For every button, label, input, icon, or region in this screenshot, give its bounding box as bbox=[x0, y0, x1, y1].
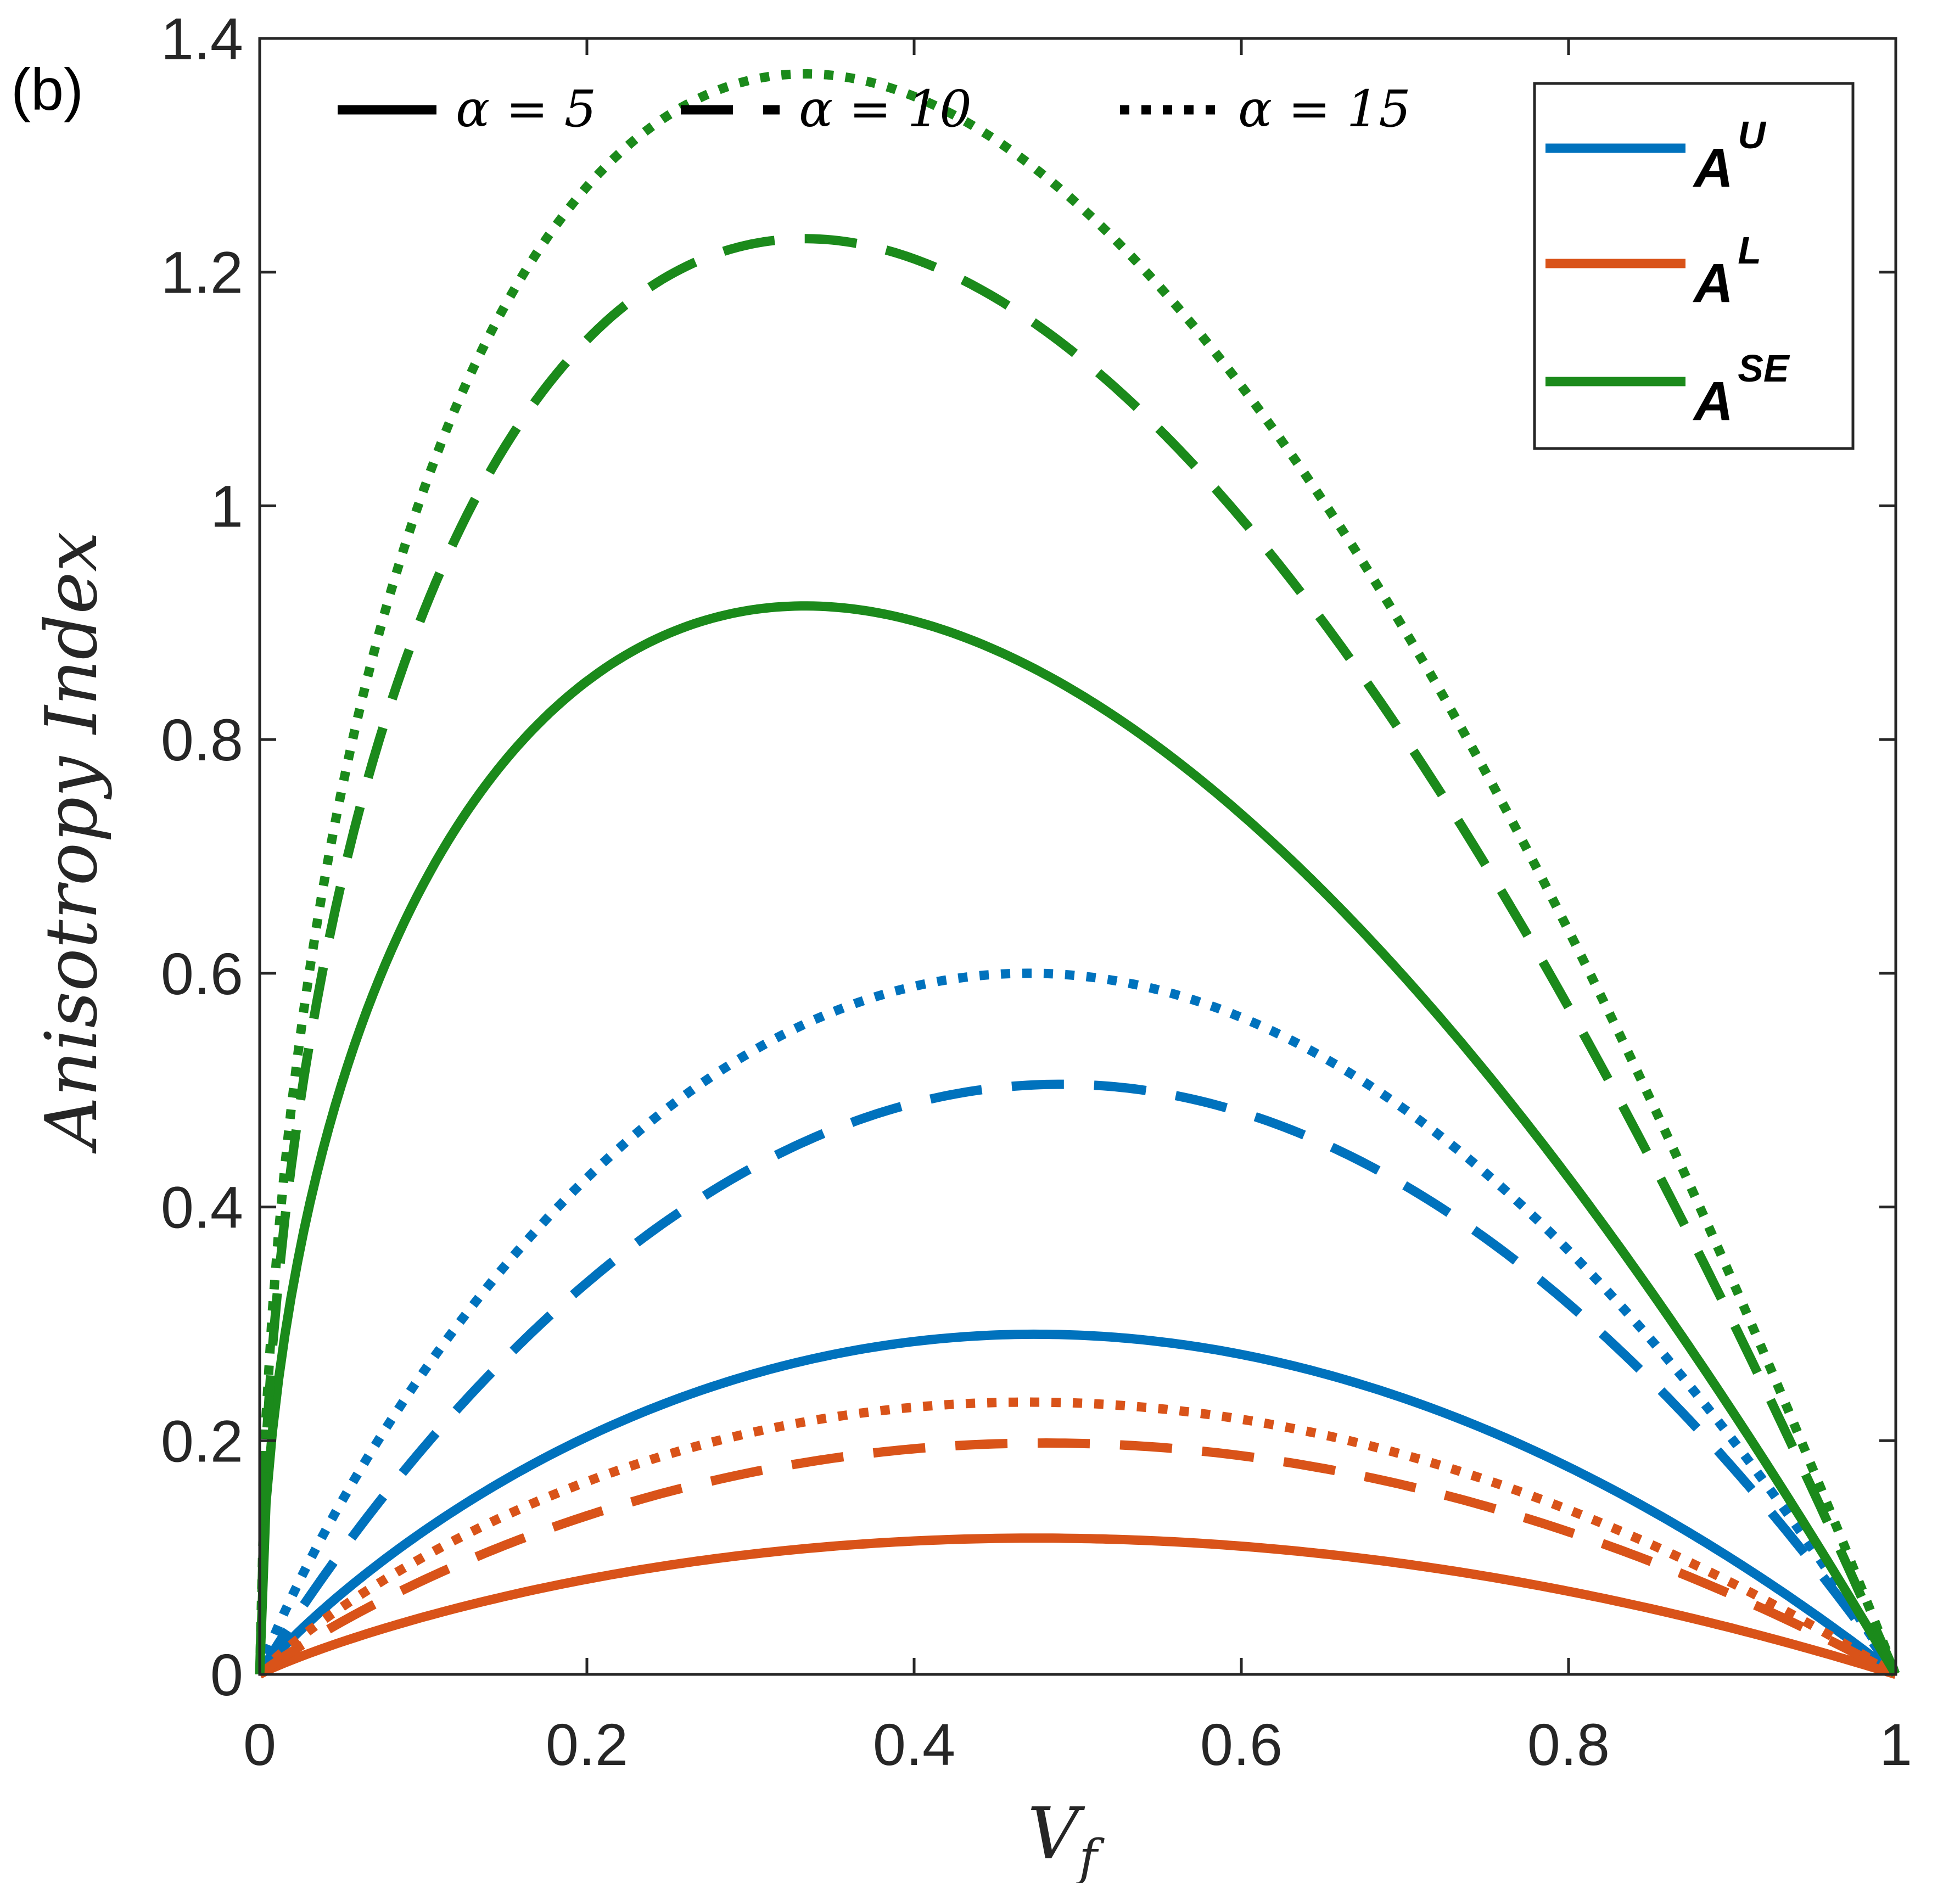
x-tick-label: 0.4 bbox=[873, 1711, 955, 1778]
ticks-layer bbox=[258, 37, 1897, 1676]
plot-frame bbox=[258, 37, 1897, 1676]
x-axis-title: Vf bbox=[1027, 1792, 1105, 1883]
legend-label-a-se: ASE bbox=[1692, 347, 1790, 432]
y-tick-label: 0.2 bbox=[161, 1408, 243, 1474]
series-line-a-u-alpha-15 bbox=[255, 968, 1900, 1677]
y-tick-label: 0.8 bbox=[161, 707, 243, 773]
series-line-a-u-alpha-10 bbox=[255, 1079, 1900, 1677]
line-style-legend: α = 5 α = 10 α = 15 bbox=[338, 80, 1411, 138]
x-axis-title-base: V bbox=[1027, 1792, 1085, 1875]
y-tick-label: 0 bbox=[210, 1641, 243, 1708]
style-legend-label-dotted: α = 15 bbox=[1238, 80, 1411, 138]
style-legend-label-solid: α = 5 bbox=[456, 80, 596, 138]
panel-label: (b) bbox=[11, 56, 83, 122]
x-tick-label: 1 bbox=[1879, 1711, 1912, 1778]
y-tick-label: 1 bbox=[210, 473, 243, 539]
series-line-a-l-alpha-5 bbox=[257, 1533, 1897, 1679]
series-line-a-se-alpha-15 bbox=[255, 69, 1900, 1677]
y-tick-label: 0.4 bbox=[161, 1174, 243, 1241]
series-line-a-l-alpha-10 bbox=[256, 1438, 1898, 1679]
x-tick-label: 0.6 bbox=[1200, 1711, 1283, 1778]
series-legend: AU AL ASE bbox=[1533, 82, 1855, 450]
legend-label-a-l: AL bbox=[1692, 229, 1761, 314]
x-tick-label: 0.8 bbox=[1527, 1711, 1610, 1778]
series-layer bbox=[255, 69, 1900, 1679]
legend-label-a-u: AU bbox=[1692, 114, 1766, 199]
x-axis-title-sub: f bbox=[1076, 1829, 1105, 1883]
y-tick-label: 1.4 bbox=[161, 5, 243, 72]
series-line-a-u-alpha-5 bbox=[256, 1329, 1899, 1678]
labels-layer: 0 0.2 0.4 0.6 0.8 1 0 0.2 0.4 0.6 0.8 1 1.2 1.4 bbox=[161, 5, 1912, 1778]
series-line-a-l-alpha-15 bbox=[256, 1397, 1899, 1679]
x-tick-label: 0.2 bbox=[546, 1711, 628, 1778]
y-tick-label: 1.2 bbox=[161, 239, 243, 306]
series-line-a-se-alpha-5 bbox=[255, 601, 1900, 1677]
series-line-a-se-alpha-10 bbox=[255, 234, 1900, 1677]
style-legend-label-dashed: α = 10 bbox=[799, 80, 972, 138]
y-tick-label: 0.6 bbox=[161, 940, 243, 1007]
y-axis-title: Anisotropy Index bbox=[30, 531, 113, 1153]
x-tick-label: 0 bbox=[243, 1711, 276, 1778]
